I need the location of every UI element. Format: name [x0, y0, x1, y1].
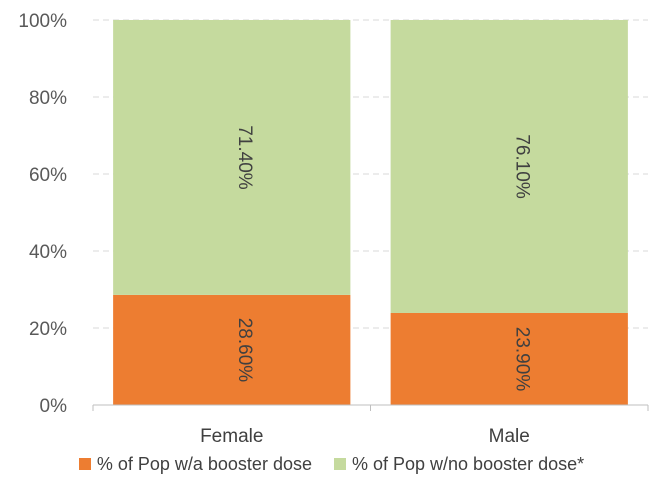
- y-tick-label: 40%: [29, 242, 67, 263]
- bar-segment: [113, 20, 351, 295]
- y-tick-label: 60%: [29, 165, 67, 186]
- x-category-label: Female: [200, 426, 263, 447]
- bars: 28.60% 71.40% 23.90% 76.10%: [113, 20, 628, 405]
- legend-label-no-booster: % of Pop w/no booster dose*: [351, 453, 585, 474]
- legend-label-booster: % of Pop w/a booster dose: [96, 453, 312, 474]
- legend-swatch-no-booster: [333, 458, 346, 470]
- y-tick-label: 0%: [40, 396, 68, 417]
- y-axis: 0% 20% 40% 60% 80% 100%: [18, 11, 67, 417]
- data-label: 71.40%: [234, 125, 255, 190]
- data-label: 23.90%: [511, 327, 532, 392]
- bar-segment: [113, 294, 351, 405]
- legend: % of Pop w/a booster dose % of Pop w/no …: [0, 450, 663, 478]
- x-category-label: Male: [489, 426, 530, 447]
- y-tick-label: 20%: [29, 319, 67, 340]
- y-tick-label: 80%: [29, 88, 67, 109]
- stacked-bar-chart: 0% 20% 40% 60% 80% 100% 28.60% 71.40% 23.90% 76.…: [18, 11, 649, 447]
- legend-swatch-booster: [78, 458, 91, 470]
- x-axis: Female Male: [92, 404, 649, 447]
- legend-item-booster[interactable]: % of Pop w/a booster dose: [78, 453, 312, 475]
- bar-segment: [390, 312, 628, 405]
- y-tick-label: 100%: [18, 11, 67, 32]
- legend-item-no-booster[interactable]: % of Pop w/no booster dose*: [333, 453, 585, 475]
- data-label: 76.10%: [511, 134, 532, 199]
- bar-segment: [390, 20, 628, 313]
- data-label: 28.60%: [234, 318, 255, 383]
